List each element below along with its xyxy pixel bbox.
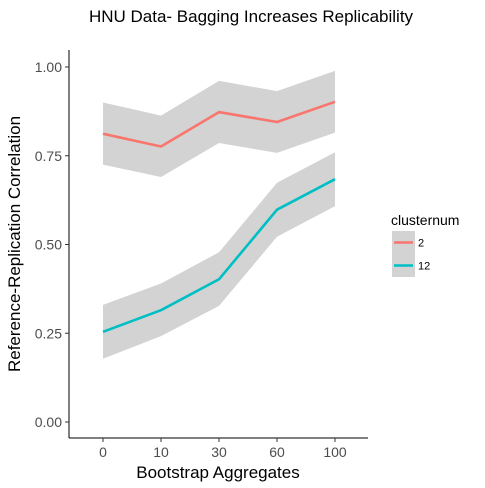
confidence-ribbon-series-12: [103, 152, 335, 359]
x-tick-label: 10: [153, 444, 169, 460]
y-axis-title: Reference-Replication Correlation: [5, 116, 24, 372]
y-tick-label: 1.00: [35, 59, 62, 75]
x-axis-title: Bootstrap Aggregates: [136, 463, 300, 482]
x-tick-label: 100: [323, 444, 347, 460]
legend-title: clusternum: [391, 212, 459, 228]
y-tick-label: 0.50: [35, 237, 62, 253]
series-line-12: [102, 178, 336, 334]
axis-ticks: 0.00 0.25 0.50 0.75 1.00 0 10 30 60 100: [35, 59, 347, 460]
legend-label: 2: [418, 238, 424, 250]
y-tick-label: 0.00: [35, 414, 62, 430]
legend-items: 2 12: [392, 231, 430, 277]
y-tick-label: 0.75: [35, 148, 62, 164]
confidence-ribbon-series-2: [103, 70, 335, 178]
legend-label: 12: [418, 261, 430, 273]
series-line-2: [102, 100, 336, 148]
y-tick-label: 0.25: [35, 325, 62, 341]
x-tick-label: 30: [211, 444, 227, 460]
x-tick-label: 0: [99, 444, 107, 460]
plot-area: [102, 70, 336, 359]
x-tick-label: 60: [269, 444, 285, 460]
chart-title: HNU Data- Bagging Increases Replicabilit…: [89, 7, 414, 26]
legend: clusternum 2 12: [391, 212, 459, 277]
